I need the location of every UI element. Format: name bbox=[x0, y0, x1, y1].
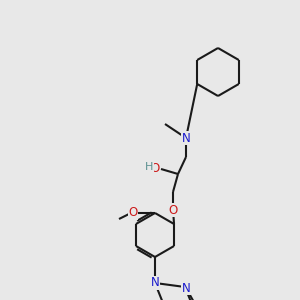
Text: O: O bbox=[150, 163, 160, 176]
Text: N: N bbox=[182, 131, 190, 145]
Text: O: O bbox=[168, 203, 178, 217]
Text: N: N bbox=[151, 277, 159, 290]
Text: H: H bbox=[145, 162, 153, 172]
Text: N: N bbox=[182, 281, 190, 295]
Text: O: O bbox=[128, 206, 138, 220]
